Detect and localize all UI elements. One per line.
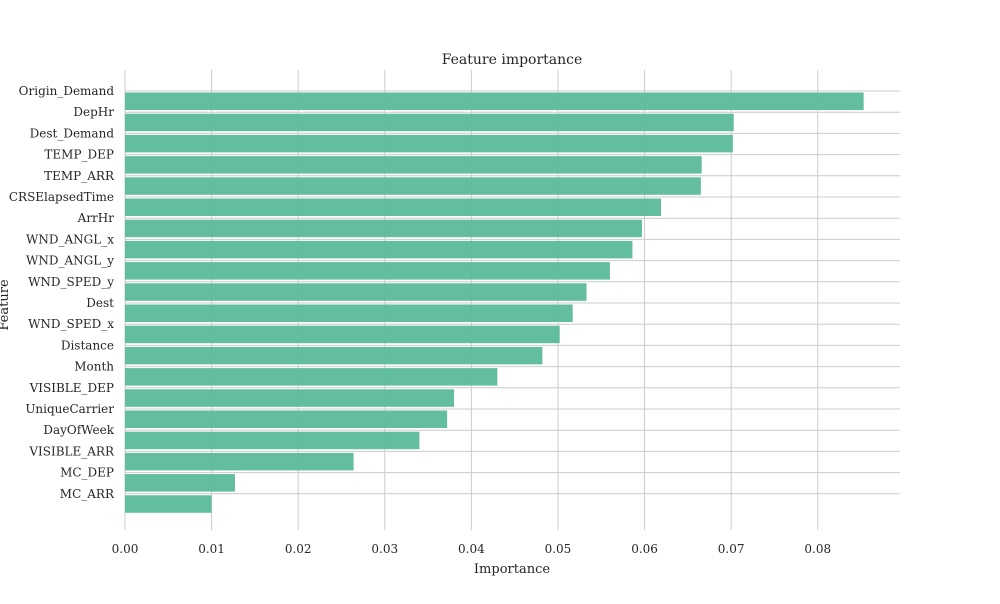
bar <box>125 92 864 110</box>
x-tick-label: 0.00 <box>112 542 139 556</box>
bar <box>125 368 498 386</box>
bar <box>125 346 543 365</box>
y-tick-label: WND_SPED_y <box>28 275 114 289</box>
bar <box>125 410 448 428</box>
x-axis-title: Importance <box>474 562 550 577</box>
bar <box>125 134 733 153</box>
y-tick-label: WND_ANGL_x <box>26 232 114 246</box>
chart-title: Feature importance <box>442 52 583 68</box>
x-tick-label: 0.03 <box>371 542 398 556</box>
bar <box>125 431 420 450</box>
bar <box>125 474 235 492</box>
y-tick-label: MC_DEP <box>60 466 114 480</box>
y-tick-label: Dest <box>86 296 114 310</box>
bar <box>125 304 573 322</box>
y-tick-label: TEMP_DEP <box>44 148 114 162</box>
x-tick-label: 0.04 <box>458 542 485 556</box>
y-tick-label: MC_ARR <box>60 487 115 501</box>
y-tick-label: VISIBLE_DEP <box>29 381 114 395</box>
bar <box>125 156 702 174</box>
bar <box>125 283 587 301</box>
y-tick-label: Origin_Demand <box>19 84 115 98</box>
x-tick-label: 0.02 <box>285 542 312 556</box>
y-tick-label: ArrHr <box>77 211 115 225</box>
y-tick-label: Distance <box>61 338 114 352</box>
bar <box>125 113 734 132</box>
y-tick-labels: Origin_Demand DepHr Dest_Demand TEMP_DEP TEM… <box>9 84 115 501</box>
bar <box>125 198 662 216</box>
y-tick-label: WND_SPED_x <box>28 317 114 331</box>
x-tick-label: 0.06 <box>631 542 658 556</box>
bar <box>125 262 610 280</box>
bar <box>125 177 701 195</box>
y-tick-label: DepHr <box>73 105 114 119</box>
y-tick-label: CRSElapsedTime <box>9 190 114 204</box>
y-tick-label: DayOfWeek <box>43 423 114 437</box>
bar-layer <box>125 92 864 513</box>
y-tick-label: TEMP_ARR <box>44 169 115 183</box>
bar <box>125 495 212 513</box>
y-tick-label: Dest_Demand <box>30 126 115 140</box>
bar <box>125 219 642 238</box>
bar <box>125 389 455 407</box>
y-tick-label: Month <box>74 360 114 374</box>
x-tick-label: 0.05 <box>545 542 572 556</box>
y-tick-label: WND_ANGL_y <box>26 254 114 268</box>
bar <box>125 325 560 344</box>
x-tick-labels: 0.00 0.01 0.02 0.03 0.04 0.05 0.06 0.07 0.08 <box>112 542 831 556</box>
y-tick-label: VISIBLE_ARR <box>28 444 115 458</box>
x-tick-label: 0.07 <box>718 542 745 556</box>
x-tick-label: 0.01 <box>198 542 225 556</box>
bar <box>125 240 633 259</box>
bar <box>125 452 354 471</box>
y-axis-title: Feature <box>0 279 12 331</box>
y-tick-label: UniqueCarrier <box>25 402 114 416</box>
x-tick-label: 0.08 <box>804 542 831 556</box>
